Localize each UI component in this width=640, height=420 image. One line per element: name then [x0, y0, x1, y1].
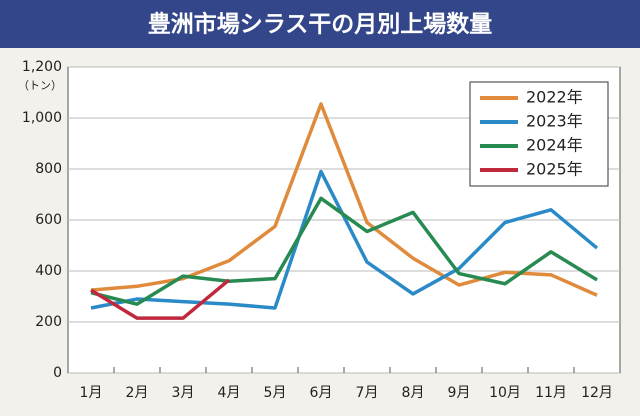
x-tick-label: 8月 [402, 385, 425, 401]
legend-label: 2025年 [526, 160, 583, 179]
x-tick-label: 3月 [172, 385, 195, 401]
x-tick-label: 1月 [80, 385, 103, 401]
x-tick-label: 10月 [489, 385, 521, 401]
line-series [90, 278, 231, 320]
legend-label: 2023年 [526, 112, 583, 131]
x-tick-label: 7月 [356, 385, 379, 401]
x-tick-label: 11月 [535, 385, 567, 401]
y-tick-label: 0 [53, 365, 62, 381]
y-tick-label: 1,000 [22, 110, 62, 126]
y-tick-label: 400 [35, 263, 62, 279]
x-tick-label: 9月 [448, 385, 471, 401]
y-tick-label: 800 [35, 161, 62, 177]
line-series [90, 196, 598, 306]
y-tick-label: 200 [35, 314, 62, 330]
x-tick-label: 6月 [310, 385, 333, 401]
x-tick-label: 2月 [126, 385, 149, 401]
y-tick-label: 1,200 [22, 59, 62, 75]
title-bar [0, 0, 640, 48]
y-tick-label: 600 [35, 212, 62, 228]
y-unit: （トン） [18, 79, 62, 92]
legend-label: 2024年 [526, 136, 583, 155]
x-tick-label: 12月 [581, 385, 613, 401]
x-tick-label: 4月 [218, 385, 241, 401]
legend-label: 2022年 [526, 88, 583, 107]
x-tick-label: 5月 [264, 385, 287, 401]
chart-title: 豊洲市場シラス干の月別上場数量 [148, 11, 493, 38]
